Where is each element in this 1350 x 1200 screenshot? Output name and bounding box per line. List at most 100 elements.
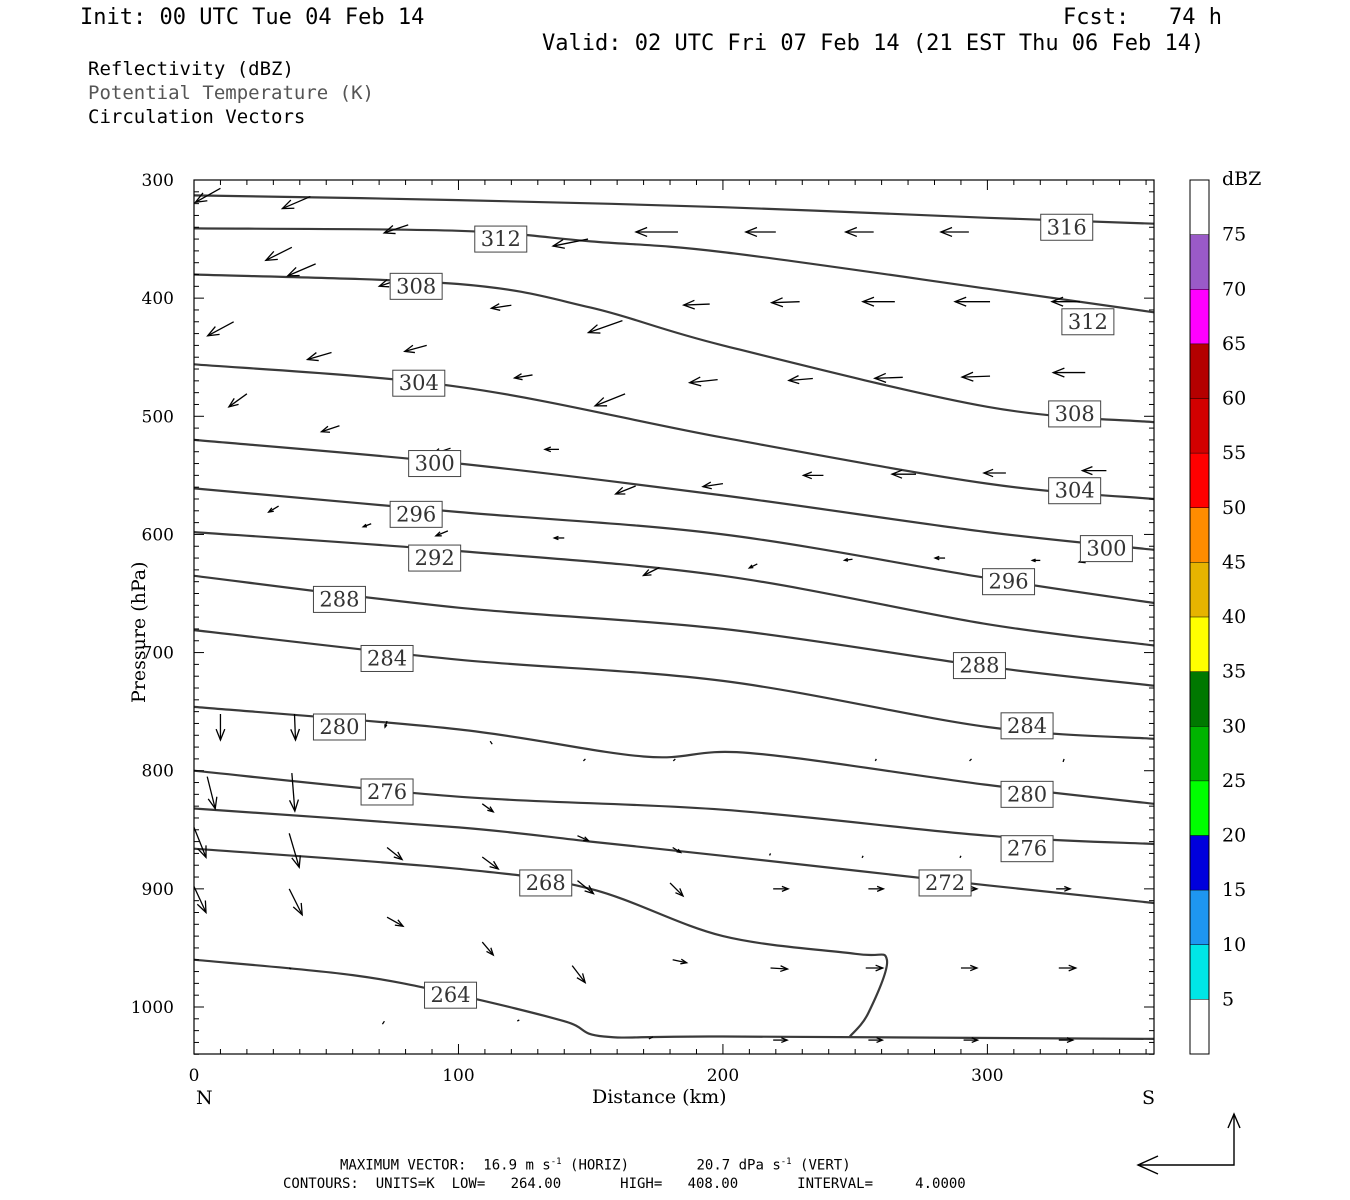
vector-head [264,250,278,262]
vector-shaft [588,319,623,334]
vector-shaft [288,967,292,970]
label-text: 312 [1068,310,1108,334]
vector-head [970,964,979,972]
vector-arrow [264,246,293,262]
colorbar-label: 25 [1222,770,1246,792]
vector-arrow [215,714,226,742]
colorbar-label: 15 [1222,879,1246,901]
y-tick-label: 500 [142,407,174,427]
label-text: 280 [1007,782,1047,806]
vert-tag: (VERT) [800,1157,851,1174]
isentrope-label-312: 312 [1061,308,1115,336]
vector-head [701,481,712,490]
colorbar-label: 70 [1222,278,1246,300]
vector-head [593,397,608,407]
vector-arrow [672,758,676,762]
vector-arrow [770,965,790,973]
vector-head [394,919,405,928]
vector-arrow [386,846,404,861]
vector-arrow [953,296,991,307]
vector-arrow [982,468,1006,478]
plot-axes: 0 100 200 300 300 400 500 600 700 800 900 1000 [131,171,1155,1086]
vector-head [747,564,754,569]
vector-arrow [384,720,388,729]
colorbar-bin [1190,180,1209,235]
vector-head [543,446,552,453]
y-tick-label: 1000 [131,998,174,1018]
vector-head [552,535,559,541]
isentrope-268 [194,847,889,1038]
colorbar-bin [1190,890,1209,945]
vector-shaft [481,941,494,956]
reference-vector [1136,1112,1241,1175]
vector-shaft [514,374,533,379]
colorbar-label: 35 [1222,661,1246,683]
y-tick-label: 400 [142,289,174,309]
vector-head [290,728,301,742]
vector-head [982,468,994,478]
vector-head [680,958,689,965]
vector-head [286,266,300,277]
vector-shaft [788,377,813,382]
label-text: 288 [319,587,359,611]
label-text: 280 [319,715,359,739]
vector-head [489,303,501,311]
colorbar-bin [1190,999,1209,1054]
vector-arrow [614,485,636,495]
label-text: 284 [1007,714,1047,738]
vector-arrow [874,758,877,762]
colorbar-bin [1190,780,1209,836]
vector-head [875,964,885,972]
vector-shaft [381,1020,385,1025]
vector-head [583,836,591,842]
colorbar-label: 10 [1222,934,1246,956]
vector-head [215,728,226,742]
x-axis-title: Distance (km) [592,1086,727,1108]
vector-shaft [384,224,409,234]
vector-head [305,352,319,362]
label-text: 308 [396,274,436,298]
circulation-vectors [193,187,1107,1044]
vector-arrow [641,566,660,577]
max-horiz-value: 16.9 m s [483,1157,551,1174]
vector-head [890,469,903,479]
vector-head [781,1037,789,1044]
vector-arrow [861,855,864,859]
vector-head [280,199,295,210]
vector-arrow [382,224,409,235]
vector-shaft [861,855,864,859]
vector-shaft [582,758,586,762]
vector-arrow [1030,558,1041,563]
vector-arrow [1058,1037,1075,1044]
colorbar-label: 45 [1222,551,1246,573]
vector-shaft [959,855,962,859]
isentrope-300 [194,438,1154,551]
forecast-hour: Fcst: 74 h [1063,5,1222,30]
label-box [474,225,528,253]
x-end-label-south: S [1142,1087,1156,1109]
vector-head [292,902,303,917]
vector-arrow [577,880,595,895]
valid-time: Valid: 02 UTC Fri 07 Feb 14 (21 EST Thu … [542,31,1205,56]
vector-shaft [771,301,800,304]
colorbar-label: 40 [1222,606,1246,628]
label-text: 304 [1055,479,1095,503]
vector-arrow [403,344,427,354]
label-box [1000,712,1054,740]
colorbar-label: 50 [1222,497,1246,519]
vector-arrow [286,263,316,277]
vector-arrow [960,371,991,382]
vector-shaft [768,853,772,856]
vector-arrow [434,530,449,537]
vector-arrow [787,375,813,385]
isentrope-308 [194,273,1154,424]
isentrope-labels: 316 312 312 308 308 304 304 300 300 296 296 292 288 2… [312,213,1133,1009]
isentrope-label-288: 288 [312,585,366,613]
vector-arrow [842,557,853,562]
vector-head [382,225,396,235]
label-box [1048,400,1102,428]
isentrope-label-300: 300 [408,450,462,478]
plot-frame [193,179,1155,1055]
vector-head [227,398,239,408]
vector-head [1030,558,1036,563]
